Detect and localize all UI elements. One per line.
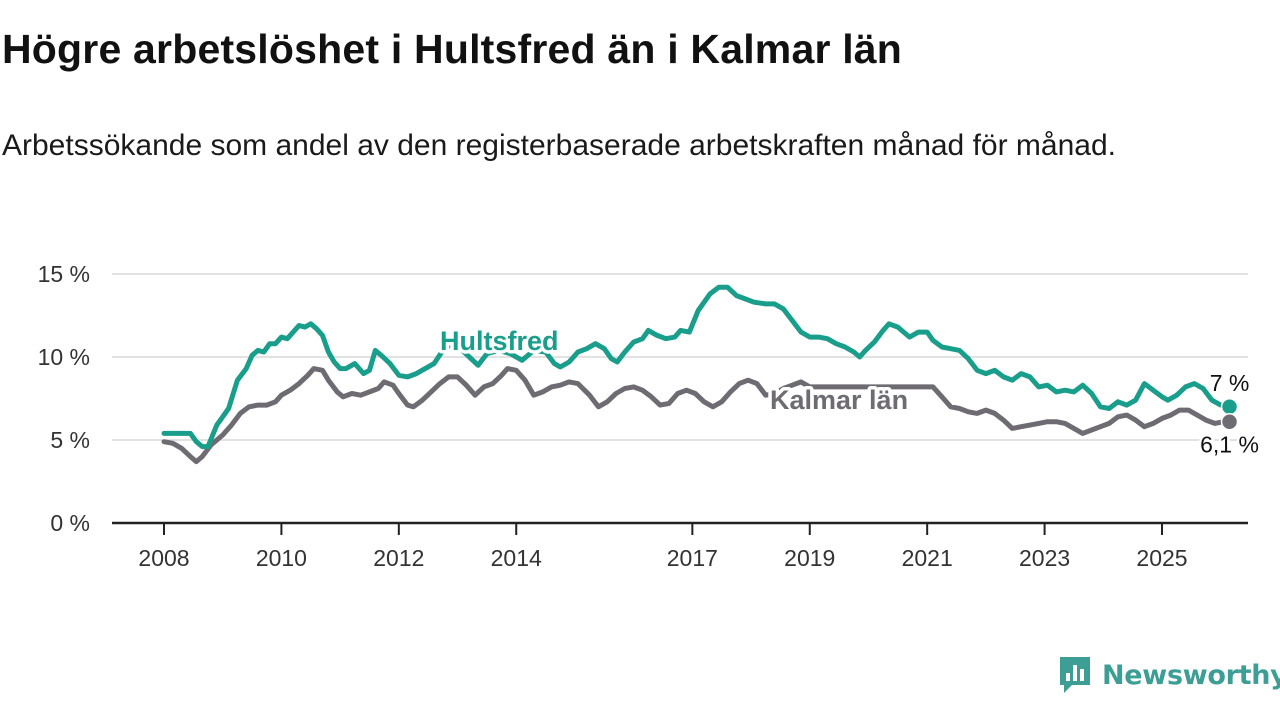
x-tick-label: 2019 [784, 545, 835, 571]
end-point-marker [1220, 398, 1239, 416]
x-tick-label: 2017 [667, 545, 718, 571]
x-tick-label: 2025 [1136, 545, 1187, 571]
series-label-hultsfred: Hultsfred [440, 326, 559, 356]
newsworthy-logo-icon [1060, 657, 1090, 693]
y-tick-label: 10 % [38, 344, 90, 370]
y-tick-label: 15 % [38, 261, 90, 287]
page-subtitle: Arbetssökande som andel av den registerb… [2, 129, 1116, 162]
y-tick-label: 5 % [50, 427, 90, 453]
end-value-label: 6,1 % [1200, 432, 1259, 458]
x-tick-label: 2008 [138, 545, 189, 571]
series-label-kalmar-lan: Kalmar län [770, 385, 908, 415]
x-tick-label: 2023 [1019, 545, 1070, 571]
series-line-kalmar-lan [161, 366, 1232, 465]
x-tick-label: 2021 [902, 545, 953, 571]
y-tick-label: 0 % [50, 510, 90, 536]
brand-name: Newsworthy [1102, 659, 1280, 691]
page-title: Högre arbetslöshet i Hultsfred än i Kalm… [2, 26, 903, 72]
x-tick-label: 2014 [491, 545, 542, 571]
newsworthy-brand[interactable]: Newsworthy [1058, 655, 1280, 695]
x-tick-label: 2010 [256, 545, 307, 571]
end-point-marker [1220, 412, 1239, 431]
x-tick-label: 2012 [373, 545, 424, 571]
end-value-label: 7 % [1210, 370, 1250, 396]
series-line-hultsfred [161, 284, 1232, 450]
